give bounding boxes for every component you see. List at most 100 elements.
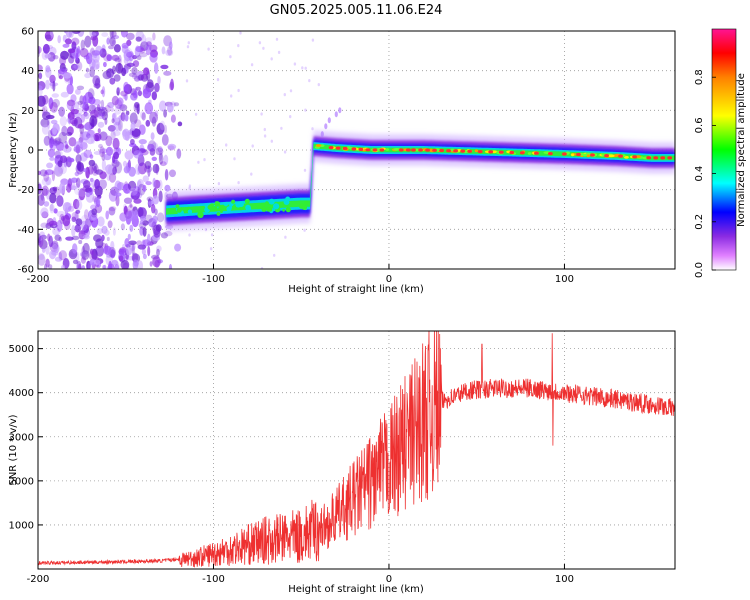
spectrogram-noise-blob bbox=[170, 114, 176, 123]
spectrogram-noise-blob bbox=[108, 206, 116, 216]
spectrogram-peak-blob bbox=[197, 211, 204, 218]
spectrogram-noise-blob bbox=[83, 149, 93, 158]
spectrogram-noise-blob bbox=[177, 121, 183, 127]
colorbar-label: Normalized spectral amplitude bbox=[736, 73, 747, 227]
spectrogram-noise-blob bbox=[93, 151, 102, 155]
spectrogram-max-peak bbox=[632, 155, 637, 159]
spectrogram-peak-blob bbox=[175, 204, 180, 209]
spectrogram-y-tick-label: 60 bbox=[21, 27, 34, 38]
spectrogram-noise-blob bbox=[110, 240, 115, 251]
spectrogram-noise-blob bbox=[152, 32, 156, 41]
spectrogram-noise-blob bbox=[301, 66, 304, 70]
spectrogram-noise-blob bbox=[169, 81, 175, 91]
spectrogram-noise-blob bbox=[134, 163, 141, 176]
spectrogram-noise-blob bbox=[156, 248, 160, 257]
spectrogram-noise-blob bbox=[107, 36, 111, 45]
colorbar-tick-label: 0.6 bbox=[694, 117, 705, 133]
spectrogram-noise-blob bbox=[311, 127, 314, 131]
spectrogram-y-tick-label: -60 bbox=[18, 265, 34, 276]
spectrogram-noise-blob bbox=[144, 102, 154, 115]
spectrogram-peak-blob bbox=[204, 204, 209, 208]
spectrogram-noise-blob bbox=[237, 44, 240, 48]
snr-y-tick-label: 5000 bbox=[9, 344, 34, 355]
spectrogram-noise-blob bbox=[185, 79, 189, 83]
spectrogram-noise-blob bbox=[163, 124, 167, 134]
spectrogram-x-tick-label: -100 bbox=[202, 274, 225, 285]
spectrogram-max-peak bbox=[509, 150, 515, 155]
spectrogram-noise-blob bbox=[151, 91, 157, 101]
spectrogram-max-peak bbox=[405, 148, 411, 152]
spectrogram-peak-blob bbox=[474, 149, 479, 153]
spectrogram-peak-blob bbox=[244, 198, 250, 204]
spectrogram-noise-blob bbox=[90, 32, 97, 37]
spectrogram-noise-blob bbox=[142, 227, 147, 237]
spectrogram-y-tick-label: 20 bbox=[21, 106, 34, 117]
spectrogram-noise-blob bbox=[79, 152, 88, 162]
spectrogram-noise-blob bbox=[251, 144, 254, 148]
spectrogram-peak-blob bbox=[265, 201, 269, 205]
snr-panel: -200 -100 0 100 1000 2000 3000 4000 5000 Height… bbox=[8, 330, 676, 595]
spectrogram-noise-blob bbox=[163, 109, 168, 118]
snr-y-tick-label: 4000 bbox=[9, 388, 34, 399]
spectrogram-noise-blob bbox=[116, 97, 124, 106]
snr-x-label: Height of straight line (km) bbox=[288, 584, 424, 595]
spectrogram-noise-blob bbox=[56, 220, 63, 232]
spectrogram-y-tick-label: -20 bbox=[18, 185, 34, 196]
spectrogram-noise-blob bbox=[334, 111, 338, 118]
spectrogram-noise-blob bbox=[275, 37, 279, 41]
spectrogram-noise-blob bbox=[49, 140, 57, 151]
spectrogram-noise-blob bbox=[270, 57, 273, 61]
spectrogram-noise-blob bbox=[85, 67, 90, 73]
spectrogram-noise-blob bbox=[106, 37, 110, 45]
spectrogram-noise-blob bbox=[126, 246, 132, 256]
spectrogram-noise-blob bbox=[188, 184, 192, 188]
spectrogram-noise-blob bbox=[89, 58, 96, 70]
spectrogram-noise-blob bbox=[40, 207, 49, 218]
spectrogram-noise-blob bbox=[120, 259, 130, 269]
spectrogram-noise-blob bbox=[124, 114, 129, 122]
spectrogram-max-peak bbox=[439, 148, 444, 153]
spectrogram-noise-blob bbox=[82, 95, 87, 105]
spectrogram-noise-blob bbox=[123, 197, 133, 204]
spectrogram-noise-blob bbox=[113, 130, 121, 137]
spectrogram-noise-blob bbox=[106, 236, 110, 242]
spectrogram-noise-blob bbox=[38, 64, 43, 72]
spectrogram-noise-blob bbox=[145, 44, 152, 56]
spectrogram-noise-blob bbox=[158, 153, 164, 165]
spectrogram-noise-blob bbox=[98, 143, 103, 149]
spectrogram-peak-blob bbox=[219, 210, 223, 213]
spectrogram-noise-blob bbox=[120, 90, 128, 97]
spectrogram-noise-blob bbox=[68, 55, 75, 64]
spectrogram-noise-blob bbox=[113, 151, 120, 160]
spectrogram-noise-blob bbox=[107, 125, 116, 132]
spectrogram-noise-blob bbox=[138, 139, 147, 145]
spectrogram-max-peak bbox=[660, 156, 666, 160]
spectrogram-noise-blob bbox=[76, 45, 81, 58]
spectrogram-noise-blob bbox=[156, 245, 162, 252]
spectrogram-noise-blob bbox=[158, 190, 163, 203]
spectrogram-noise-blob bbox=[103, 245, 112, 255]
spectrogram-noise-blob bbox=[157, 146, 163, 153]
spectrogram-max-peak bbox=[418, 148, 423, 152]
spectrogram-noise-blob bbox=[139, 220, 144, 225]
spectrogram-noise-blob bbox=[45, 79, 50, 90]
spectrogram-noise-blob bbox=[142, 175, 149, 183]
spectrogram-noise-blob bbox=[78, 263, 82, 269]
spectrogram-noise-blob bbox=[107, 220, 113, 229]
spectrogram-noise-blob bbox=[106, 146, 113, 156]
spectrogram-noise-blob bbox=[76, 161, 82, 171]
spectrogram-noise-blob bbox=[84, 104, 89, 112]
spectrogram-noise-blob bbox=[77, 233, 87, 239]
spectrogram-noise-blob bbox=[137, 166, 141, 175]
spectrogram-noise-blob bbox=[115, 194, 120, 207]
spectrogram-noise-blob bbox=[194, 112, 198, 116]
spectrogram-noise-blob bbox=[42, 43, 50, 54]
spectrogram-x-tick-label: 0 bbox=[386, 274, 392, 285]
spectrogram-peak-blob bbox=[301, 204, 307, 210]
spectrogram-noise-blob bbox=[93, 51, 98, 59]
spectrogram-noise-blob bbox=[51, 240, 59, 250]
spectrogram-noise-blob bbox=[164, 169, 169, 181]
snr-y-tick-label: 3000 bbox=[9, 432, 34, 443]
spectrogram-noise-blob bbox=[52, 244, 59, 256]
spectrogram-noise-blob bbox=[51, 140, 61, 146]
